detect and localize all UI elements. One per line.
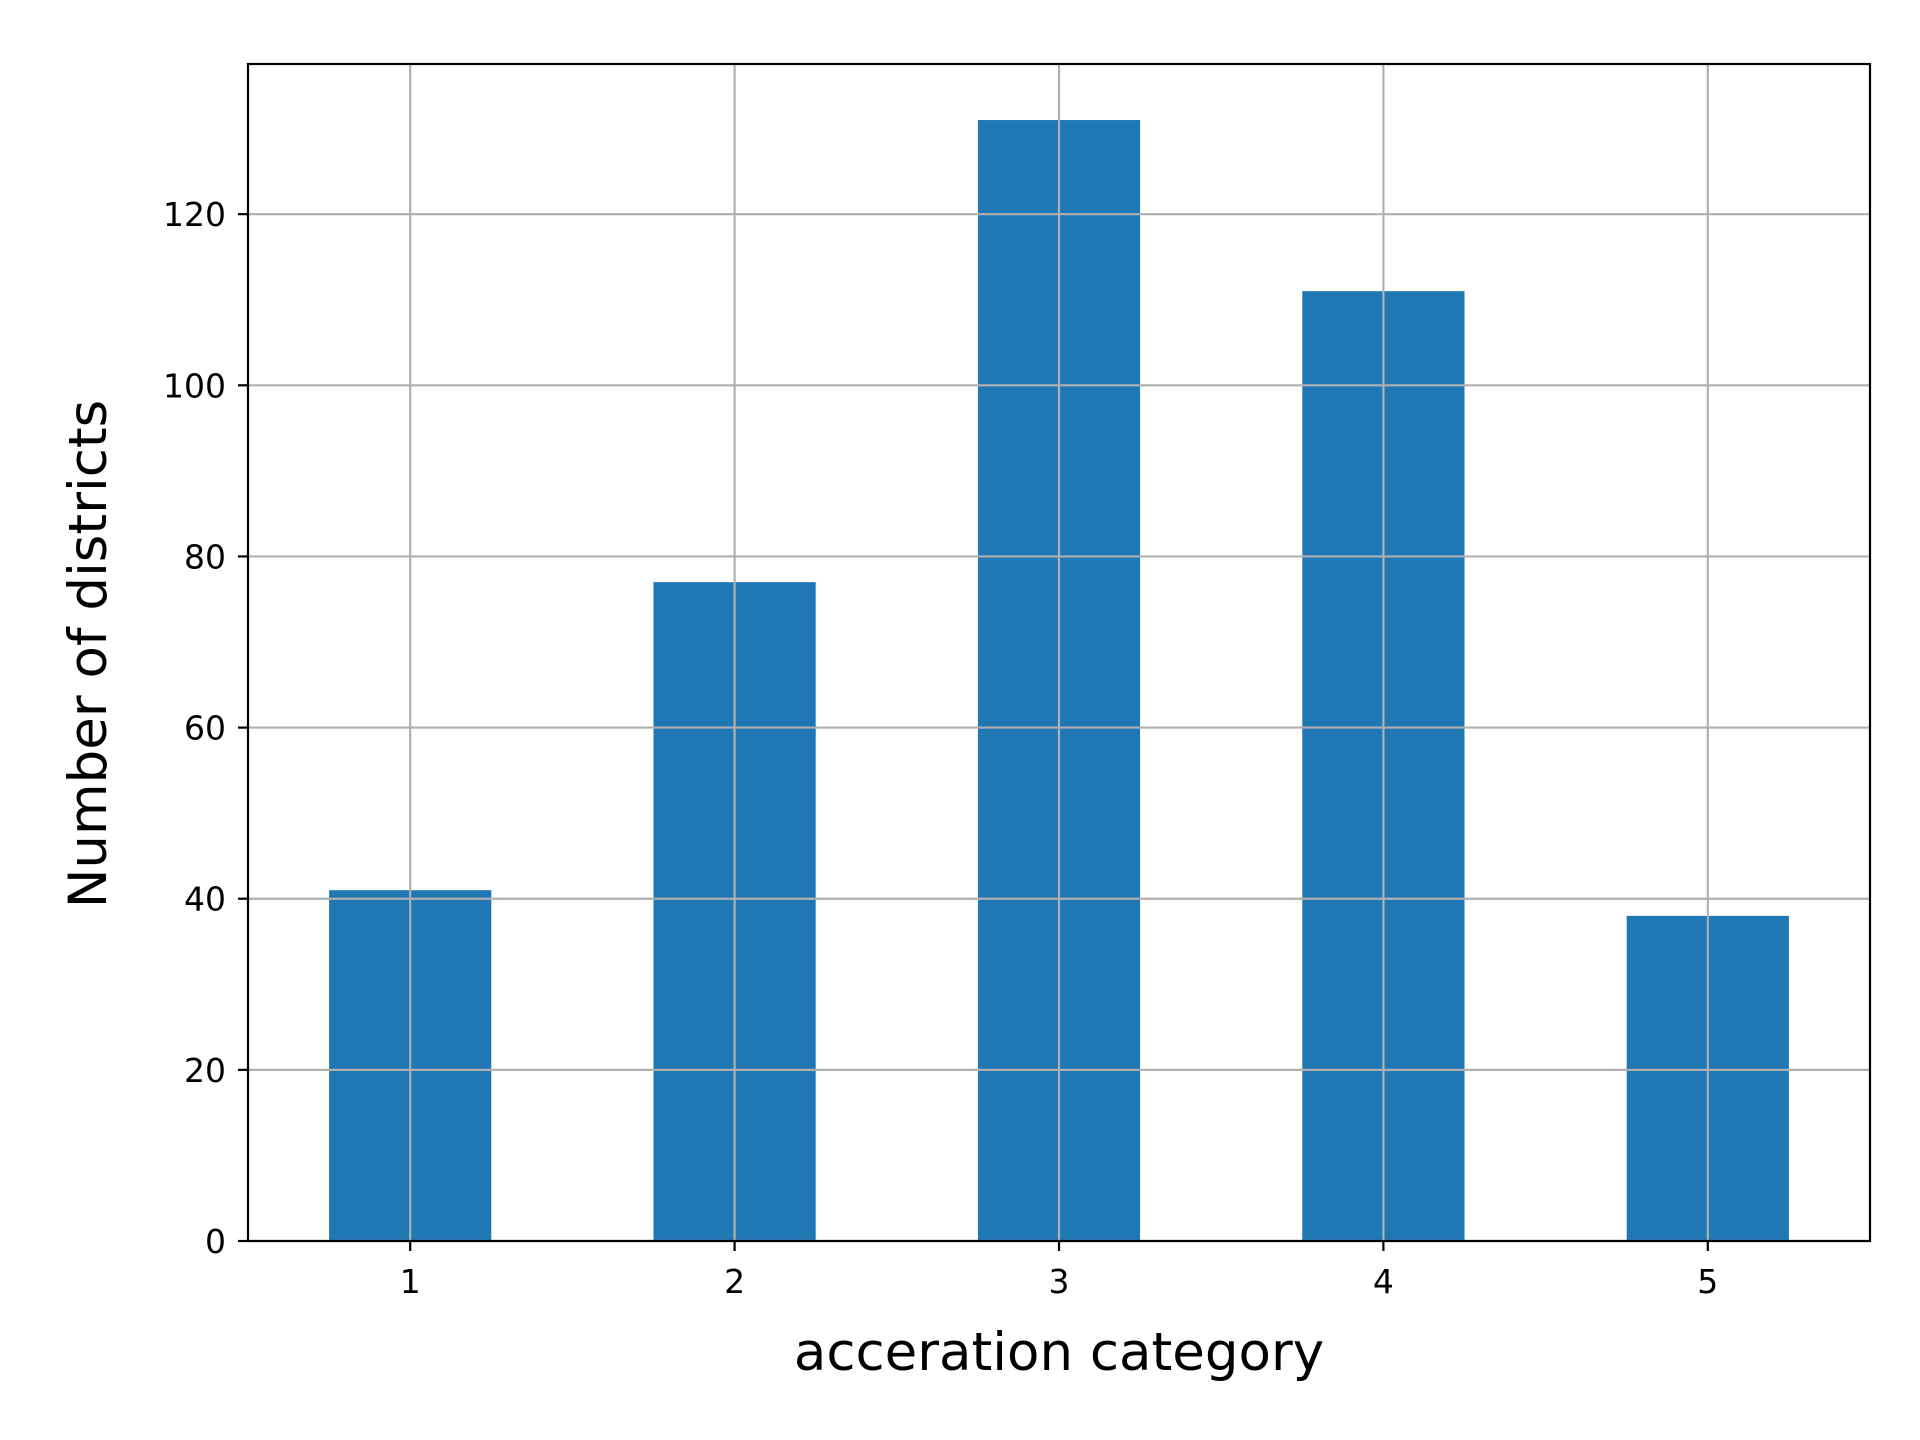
x-tick-label-3: 3 [1049,1262,1070,1301]
x-axis-title: acceration category [794,1322,1324,1383]
y-tick-label-120: 120 [163,195,226,234]
y-tick-label-100: 100 [163,366,226,405]
plot-area: 0 20 40 60 80 100 120 1 2 3 4 5 [163,62,1872,1301]
y-tick-label-0: 0 [205,1222,226,1261]
y-tick-label-60: 60 [184,709,226,748]
y-tick-label-20: 20 [184,1051,226,1090]
y-tick-label-80: 80 [184,537,226,576]
x-tick-label-2: 2 [724,1262,745,1301]
x-tick-label-4: 4 [1373,1262,1394,1301]
y-axis-title: Number of districts [58,400,119,909]
y-tick-label-40: 40 [184,880,226,919]
x-tick-label-5: 5 [1697,1262,1718,1301]
x-tick-label-1: 1 [400,1262,421,1301]
